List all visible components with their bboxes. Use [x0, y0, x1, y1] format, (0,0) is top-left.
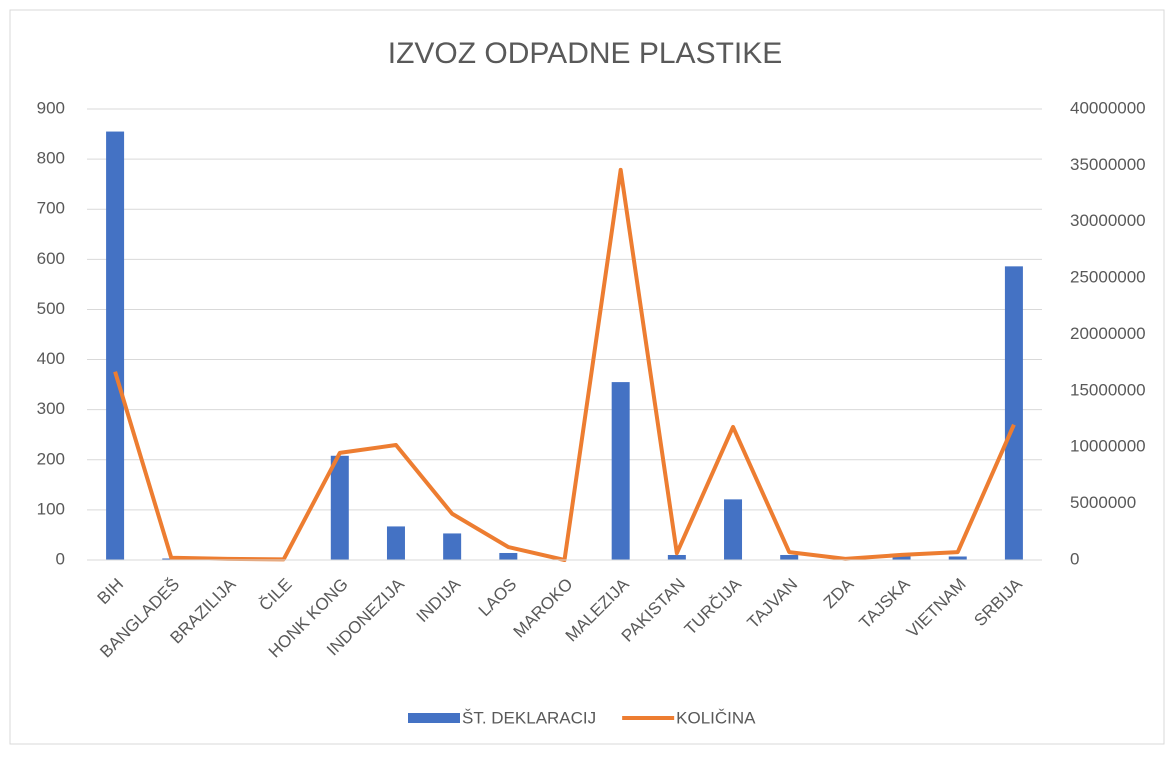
bar	[948, 556, 967, 560]
legend-swatch	[408, 713, 460, 723]
legend-label: KOLIČINA	[676, 708, 756, 727]
y-tick-label: 500	[37, 299, 65, 318]
chart-border	[9, 9, 1165, 745]
y2-tick-label: 35000000	[1070, 155, 1146, 174]
bar	[667, 554, 686, 560]
y2-tick-label: 25000000	[1070, 268, 1146, 287]
y-tick-label: 800	[37, 149, 65, 168]
bar	[724, 499, 743, 560]
y-tick-label: 300	[37, 399, 65, 418]
y-tick-label: 600	[37, 249, 65, 268]
y-tick-label: 100	[37, 499, 65, 518]
bar	[330, 455, 349, 560]
y2-tick-label: 20000000	[1070, 324, 1146, 343]
legend-label: ŠT. DEKLARACIJ	[462, 708, 596, 727]
y2-tick-label: 10000000	[1070, 437, 1146, 456]
chart-title: IZVOZ ODPADNE PLASTIKE	[388, 37, 783, 70]
y-tick-label: 400	[37, 349, 65, 368]
y2-tick-label: 30000000	[1070, 211, 1146, 230]
bar	[780, 554, 799, 560]
y-tick-label: 200	[37, 449, 65, 468]
y-tick-label: 700	[37, 199, 65, 218]
bar	[106, 131, 125, 561]
y2-tick-label: 15000000	[1070, 380, 1146, 399]
bar	[1004, 266, 1023, 560]
bar	[386, 526, 405, 560]
bar	[443, 533, 462, 560]
y-tick-label: 0	[56, 549, 65, 568]
bar	[611, 382, 630, 560]
y2-tick-label: 0	[1070, 549, 1079, 568]
y2-tick-label: 40000000	[1070, 98, 1146, 117]
y-tick-label: 900	[37, 98, 65, 117]
y2-tick-label: 5000000	[1070, 493, 1136, 512]
bar	[499, 552, 518, 560]
